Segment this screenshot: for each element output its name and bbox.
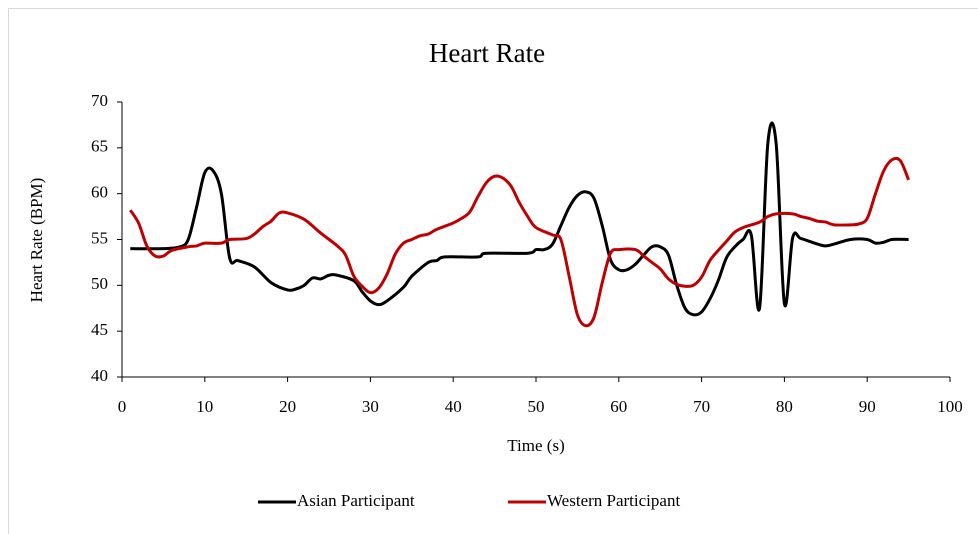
y-tick-label: 55	[91, 228, 108, 247]
x-tick-label: 60	[610, 397, 627, 416]
x-tick-label: 70	[693, 397, 710, 416]
legend-label: Asian Participant	[297, 491, 415, 510]
y-tick-label: 45	[91, 320, 108, 339]
data-line	[130, 121, 909, 317]
y-tick-label: 40	[91, 366, 108, 385]
data-line	[129, 156, 910, 328]
x-tick-label: 50	[528, 397, 545, 416]
y-tick-label: 50	[91, 274, 108, 293]
y-tick-label: 65	[91, 137, 108, 156]
x-tick-label: 20	[279, 397, 296, 416]
x-tick-label: 100	[937, 397, 963, 416]
x-tick-label: 30	[362, 397, 379, 416]
x-tick-label: 80	[776, 397, 793, 416]
chart-frame	[8, 8, 978, 534]
chart-title: Heart Rate	[429, 38, 545, 68]
legend-label: Western Participant	[547, 491, 680, 510]
y-tick-label: 70	[91, 91, 108, 110]
x-tick-label: 40	[445, 397, 462, 416]
x-tick-label: 10	[196, 397, 213, 416]
x-axis-label: Time (s)	[507, 436, 564, 455]
x-tick-label: 0	[118, 397, 127, 416]
y-tick-label: 60	[91, 183, 108, 202]
x-tick-label: 90	[859, 397, 876, 416]
y-axis-label: Heart Rate (BPM)	[27, 178, 46, 303]
